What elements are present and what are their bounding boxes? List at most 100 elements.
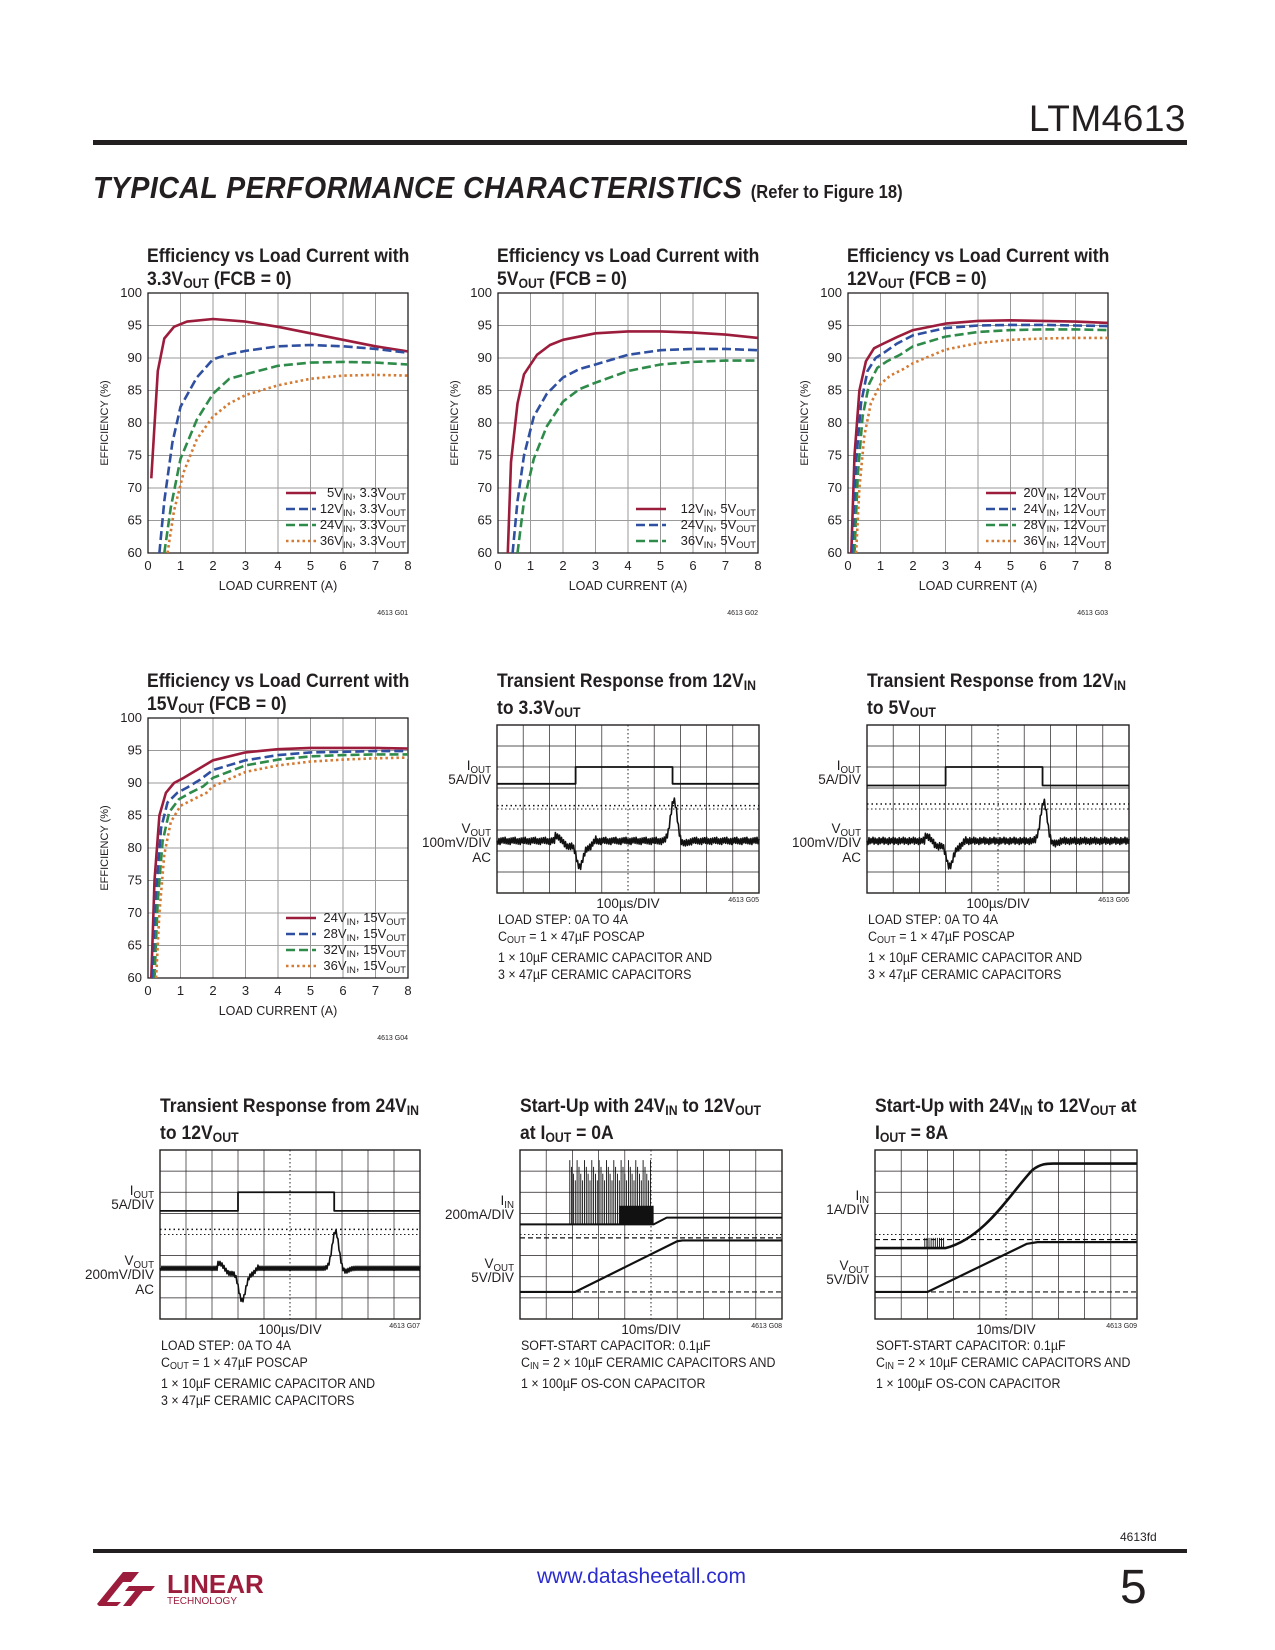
chart-plot: 0 1 2 3 4 5 6 7 8 60 65 70 75 80 85 90 95 100 LOAD CURRENT… — [449, 285, 762, 617]
x-axis-label: LOAD CURRENT (A) — [919, 579, 1038, 593]
x-axis-label: LOAD CURRENT (A) — [219, 579, 338, 593]
efficiency-chart-12v: Efficiency vs Load Current with 12VOUT (F… — [795, 245, 1135, 630]
part-number: LTM4613 — [1028, 98, 1186, 139]
y-axis-label: EFFICIENCY (%) — [99, 380, 111, 465]
time-per-div: 10ms/DIV — [976, 1322, 1035, 1337]
plot-frame — [847, 292, 1109, 554]
scope-traces — [875, 1162, 1137, 1294]
scope-frame — [874, 1149, 1138, 1320]
x-tick-label: 7 — [372, 558, 379, 573]
figure-code: 4613 G04 — [377, 1035, 408, 1042]
y-tick-label: 95 — [128, 318, 142, 333]
y-axis-label: EFFICIENCY (%) — [449, 380, 461, 465]
channel-label: IIN — [856, 1188, 869, 1206]
plot-frame — [147, 292, 409, 554]
y-tick-label: 60 — [478, 545, 492, 560]
efficiency-chart-5v: Efficiency vs Load Current with 5VOUT (FC… — [445, 245, 785, 630]
channel-label: VOUT — [484, 1256, 514, 1274]
y-tick-label: 70 — [478, 480, 492, 495]
channel-scale: 200mA/DIV — [445, 1207, 514, 1222]
header-rule — [93, 140, 1187, 145]
series-line — [154, 756, 408, 978]
channel-scale: 5A/DIV — [448, 772, 491, 787]
scope-title: Start-Up with 24VIN to 12VOUT at IOUT = 8… — [875, 1095, 1137, 1145]
time-per-div: 100µs/DIV — [258, 1322, 321, 1337]
legend-entry: 28VIN, 15VOUT — [323, 926, 406, 943]
chart-title: Efficiency vs Load Current with 12VOUT (F… — [847, 245, 1110, 291]
y-tick-label: 80 — [128, 415, 142, 430]
legend-entry: 24VIN, 5VOUT — [681, 517, 757, 534]
channel-label: VOUT — [461, 821, 491, 839]
x-tick-label: 6 — [689, 558, 696, 573]
website-link[interactable]: www.datasheetall.com — [537, 1565, 746, 1588]
y-tick-label: 95 — [828, 318, 842, 333]
y-tick-label: 95 — [128, 743, 142, 758]
series-line — [150, 317, 408, 479]
y-tick-label: 95 — [478, 318, 492, 333]
channel-scale: 5A/DIV — [818, 772, 861, 787]
x-tick-label: 8 — [404, 558, 411, 573]
legend-entry: 12VIN, 5VOUT — [681, 501, 757, 518]
channel-scale: 1A/DIV — [826, 1202, 869, 1217]
x-tick-label: 1 — [177, 983, 184, 998]
x-tick-label: 0 — [844, 558, 851, 573]
scope-frame — [866, 724, 1130, 894]
plot-frame — [147, 717, 409, 979]
legend-entry: 36VIN, 12VOUT — [1023, 533, 1106, 550]
legend-entry: 20VIN, 12VOUT — [1023, 485, 1106, 502]
scope-title: Transient Response from 12VIN to 3.3VOUT — [497, 670, 757, 720]
x-tick-label: 2 — [209, 558, 216, 573]
series-line — [158, 343, 408, 553]
legend-entry: 24VIN, 3.3VOUT — [320, 517, 406, 534]
x-tick-label: 1 — [527, 558, 534, 573]
scope-frame — [519, 1149, 783, 1320]
x-tick-label: 3 — [592, 558, 599, 573]
y-tick-label: 80 — [478, 415, 492, 430]
series-line — [153, 753, 408, 978]
y-tick-label: 65 — [828, 513, 842, 528]
x-tick-label: 0 — [494, 558, 501, 573]
series-line — [163, 360, 408, 553]
test-conditions: LOAD STEP: 0A TO 4A COUT = 1 × 47µF POSCA… — [868, 912, 1083, 982]
series-line — [851, 323, 1108, 553]
section-title-text: TYPICAL PERFORMANCE CHARACTERISTICS — [93, 170, 743, 205]
channel-coupling: AC — [135, 1282, 154, 1297]
series-line — [850, 319, 1108, 553]
x-tick-label: 0 — [144, 983, 151, 998]
x-tick-label: 1 — [177, 558, 184, 573]
y-tick-label: 80 — [828, 415, 842, 430]
y-tick-label: 100 — [120, 285, 142, 300]
x-axis-label: LOAD CURRENT (A) — [569, 579, 688, 593]
channel-scale: 200mV/DIV — [85, 1267, 154, 1282]
y-tick-label: 100 — [820, 285, 842, 300]
channel-label: IOUT — [130, 1183, 154, 1201]
channel-scale: 100mV/DIV — [422, 835, 491, 850]
x-tick-label: 8 — [754, 558, 761, 573]
series-line — [854, 336, 1108, 553]
y-tick-label: 60 — [828, 545, 842, 560]
figure-code: 4613 G06 — [1098, 897, 1129, 904]
figure-code: 4613 G07 — [389, 1323, 420, 1330]
scope-transient-12vin-3v3: Transient Response from 12VIN to 3.3VOUT I… — [422, 670, 800, 1010]
channel-label: IOUT — [467, 758, 491, 776]
y-tick-label: 90 — [128, 350, 142, 365]
figure-code: 4613 G01 — [377, 610, 408, 617]
time-per-div: 10ms/DIV — [621, 1322, 680, 1337]
linear-technology-logo: LINEAR TECHNOLOGY — [93, 1566, 264, 1613]
x-tick-label: 7 — [372, 983, 379, 998]
scope-frame — [496, 724, 760, 894]
time-per-div: 100µs/DIV — [966, 896, 1029, 911]
scope-traces — [159, 1191, 421, 1303]
y-tick-label: 75 — [128, 873, 142, 888]
legend-entry: 24VIN, 12VOUT — [1023, 501, 1106, 518]
y-tick-label: 70 — [128, 905, 142, 920]
x-axis-label: LOAD CURRENT (A) — [219, 1004, 338, 1018]
logo-wordmark: LINEAR — [167, 1569, 263, 1599]
series-line — [516, 359, 758, 553]
channel-label: VOUT — [831, 821, 861, 839]
section-title: TYPICAL PERFORMANCE CHARACTERISTICS (Ref… — [93, 170, 903, 206]
x-tick-label: 5 — [657, 558, 664, 573]
x-tick-label: 4 — [274, 558, 281, 573]
